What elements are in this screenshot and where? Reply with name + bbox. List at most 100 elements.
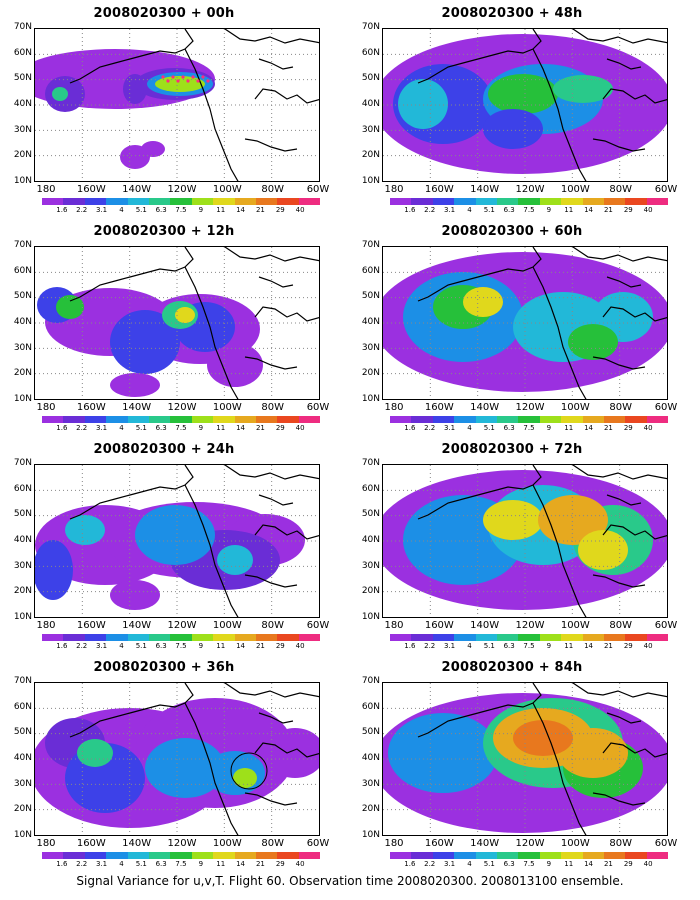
y-tick-label: 10N <box>361 176 380 186</box>
y-tick-label: 30N <box>361 778 380 789</box>
colorbar-swatch <box>432 416 455 423</box>
x-tick-label: 140W <box>470 620 500 631</box>
y-tick-label: 70N <box>13 22 32 32</box>
colorbar-swatch <box>432 852 455 859</box>
variance-region <box>463 287 503 317</box>
colorbar-label: 4 <box>119 860 124 868</box>
coastline <box>254 742 319 758</box>
x-tick-label: 60W <box>306 184 330 195</box>
colorbar-swatch <box>496 852 519 859</box>
map-heatmap <box>383 29 667 181</box>
colorbar-swatch <box>496 416 519 423</box>
colorbar-label: 2.2 <box>424 860 436 868</box>
colorbar <box>42 198 321 205</box>
colorbar-swatch <box>127 416 149 423</box>
colorbar-label: 7.5 <box>523 642 535 650</box>
colorbar-swatch <box>63 416 85 423</box>
colorbar-swatch <box>496 198 519 205</box>
flight-observation-point <box>176 79 180 83</box>
colorbar-swatch <box>390 852 412 859</box>
colorbar-label: 3.1 <box>443 206 456 214</box>
colorbar-label: 21 <box>255 642 265 650</box>
y-tick-label: 40N <box>361 99 380 109</box>
x-tick-label: 120W <box>515 184 545 195</box>
colorbar-swatch <box>234 852 256 859</box>
colorbar-label: 3.1 <box>95 642 108 650</box>
coastline <box>184 702 239 835</box>
colorbar-label: 5.1 <box>135 642 147 650</box>
colorbar-swatch <box>42 198 64 205</box>
coastline <box>602 88 667 104</box>
y-tick-label: 70N <box>361 22 380 32</box>
y-tick-label: 50N <box>361 291 380 302</box>
colorbar-swatch <box>127 198 149 205</box>
colorbar-swatch <box>539 416 562 423</box>
x-tick-label: 160W <box>424 402 454 413</box>
colorbar-swatch <box>432 198 455 205</box>
colorbar-swatch <box>63 852 85 859</box>
x-tick-label: 120W <box>515 838 545 849</box>
colorbar-swatch <box>603 852 626 859</box>
y-tick-label: 20N <box>13 150 32 161</box>
map-heatmap <box>35 683 319 835</box>
colorbar <box>42 634 321 641</box>
x-tick-label: 140W <box>470 838 500 849</box>
y-tick-label: 60N <box>361 47 380 58</box>
colorbar-swatch <box>148 416 171 423</box>
coastline <box>572 247 667 262</box>
panel-title: 2008020300 + 84h <box>441 660 583 675</box>
colorbar-label: 3.1 <box>443 424 456 432</box>
x-tick-label: 140W <box>122 838 152 849</box>
variance-region <box>217 545 253 575</box>
x-tick-label: 100W <box>560 402 590 413</box>
colorbar-label: 4 <box>119 206 124 214</box>
colorbar-label: 9 <box>198 642 204 650</box>
colorbar-swatch <box>170 416 192 423</box>
colorbar-label: 4 <box>467 424 472 432</box>
colorbar-swatch <box>148 198 171 205</box>
panel-title: 2008020300 + 12h <box>93 224 235 239</box>
coastline <box>606 494 642 506</box>
coastline <box>244 356 298 370</box>
variance-region <box>65 515 105 545</box>
coastline <box>244 574 298 588</box>
coastline <box>606 58 642 70</box>
colorbar-swatch <box>298 416 321 423</box>
x-tick-label: 60W <box>306 620 330 631</box>
colorbar-swatch <box>255 634 278 641</box>
colorbar-label: 21 <box>255 424 265 432</box>
colorbar-swatch <box>170 634 192 641</box>
colorbar-swatch <box>603 198 626 205</box>
colorbar-swatch <box>625 852 647 859</box>
figure-caption: Signal Variance for u,v,T. Flight 60. Ob… <box>76 874 624 888</box>
map-heatmap <box>35 465 319 617</box>
colorbar <box>42 416 321 423</box>
y-tick-label: 40N <box>13 753 32 763</box>
x-tick-label: 100W <box>560 838 590 849</box>
colorbar-swatch <box>127 852 149 859</box>
colorbar-swatch <box>625 416 647 423</box>
x-tick-label: 180 <box>384 838 404 849</box>
y-tick-label: 10N <box>361 612 380 622</box>
x-tick-label: 120W <box>167 402 197 413</box>
coastline <box>69 247 194 302</box>
y-tick-label: 40N <box>361 317 380 327</box>
y-tick-label: 20N <box>13 368 32 379</box>
x-tick-label: 120W <box>515 620 545 631</box>
colorbar <box>390 634 669 641</box>
x-tick-label: 100W <box>212 620 242 631</box>
coastline <box>602 524 667 540</box>
colorbar-swatch <box>561 852 583 859</box>
x-tick-label: 180 <box>36 402 56 413</box>
y-tick-label: 70N <box>13 458 32 468</box>
coastline <box>417 29 542 84</box>
colorbar-swatch <box>255 198 278 205</box>
coastline <box>224 465 319 480</box>
y-tick-label: 70N <box>361 240 380 250</box>
colorbar-swatch <box>603 634 626 641</box>
map-area <box>382 28 668 182</box>
colorbar-swatch <box>539 198 562 205</box>
colorbar-label: 21 <box>255 860 265 868</box>
chart-panel: 2008020300 + 36h 10N 20N 30N 40N 50N 60N 70N 180… <box>4 660 330 870</box>
colorbar-label: 5.1 <box>483 860 495 868</box>
